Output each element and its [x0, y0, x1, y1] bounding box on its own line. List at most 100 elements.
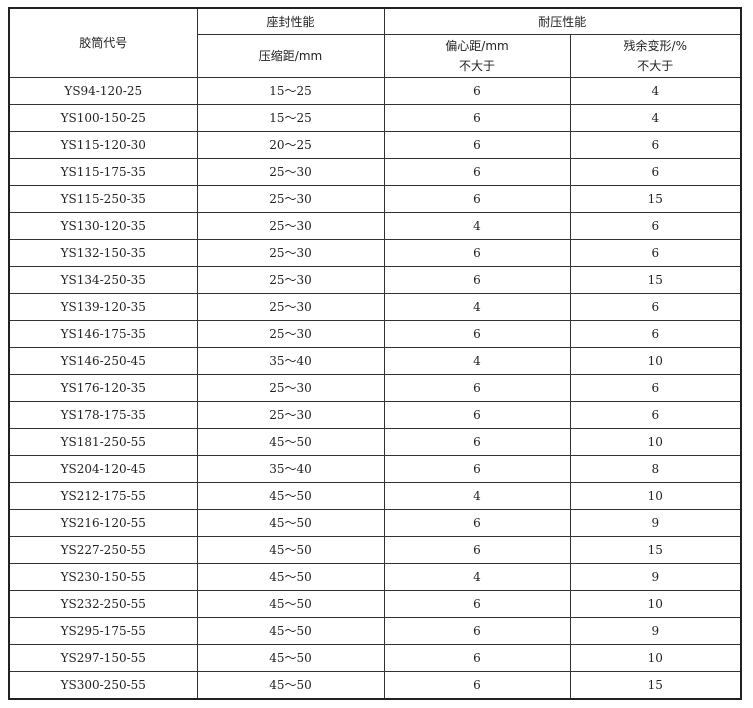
cell-residual: 10 [569, 481, 742, 510]
table-row: YS132-150-35 25～30 6 6 [8, 238, 742, 267]
cell-eccentric: 6 [383, 589, 571, 618]
cell-residual: 6 [569, 292, 742, 321]
residual-label: 残余变形/% [623, 38, 687, 53]
cell-compression: 45～50 [196, 427, 385, 456]
rubber-cylinder-spec-table: 胶筒代号 座封性能 耐压性能 压缩距/mm 偏心距/mm 不大于 残余变形/% 不大… [8, 7, 743, 700]
table-row: YS204-120-45 35～40 6 8 [8, 454, 742, 483]
cell-residual: 15 [569, 184, 742, 213]
cell-eccentric: 6 [383, 427, 571, 456]
table-row: YS216-120-55 45～50 6 9 [8, 508, 742, 537]
cell-code: YS212-175-55 [8, 481, 198, 510]
cell-compression: 45～50 [196, 670, 385, 699]
cell-code: YS115-250-35 [8, 184, 198, 213]
cell-code: YS295-175-55 [8, 616, 198, 645]
table-row: YS146-175-35 25～30 6 6 [8, 319, 742, 348]
cell-compression: 45～50 [196, 481, 385, 510]
table-row: YS130-120-35 25～30 4 6 [8, 211, 742, 240]
table-row: YS300-250-55 45～50 6 15 [8, 670, 742, 699]
table-row: YS295-175-55 45～50 6 9 [8, 616, 742, 645]
table-row: YS146-250-45 35～40 4 10 [8, 346, 742, 375]
cell-code: YS178-175-35 [8, 400, 198, 429]
cell-code: YS94-120-25 [8, 76, 198, 105]
cell-compression: 25～30 [196, 157, 385, 186]
cell-compression: 15～25 [196, 103, 385, 132]
cell-residual: 6 [569, 157, 742, 186]
compression-label: 压缩距/mm [258, 48, 323, 63]
cell-residual: 4 [569, 103, 742, 132]
cell-compression: 25～30 [196, 265, 385, 294]
cell-code: YS297-150-55 [8, 643, 198, 672]
header-seal-group: 座封性能 [196, 7, 385, 35]
cell-eccentric: 6 [383, 373, 571, 402]
cell-code: YS100-150-25 [8, 103, 198, 132]
cell-code: YS232-250-55 [8, 589, 198, 618]
cell-compression: 25～30 [196, 184, 385, 213]
table-row: YS297-150-55 45～50 6 10 [8, 643, 742, 672]
cell-eccentric: 4 [383, 562, 571, 591]
cell-compression: 35～40 [196, 454, 385, 483]
cell-eccentric: 4 [383, 346, 571, 375]
cell-compression: 45～50 [196, 589, 385, 618]
cell-residual: 10 [569, 589, 742, 618]
cell-compression: 45～50 [196, 562, 385, 591]
table-row: YS100-150-25 15～25 6 4 [8, 103, 742, 132]
eccentric-note: 不大于 [458, 58, 495, 73]
residual-note: 不大于 [637, 58, 674, 73]
cell-eccentric: 6 [383, 130, 571, 159]
cell-eccentric: 6 [383, 616, 571, 645]
cell-compression: 25～30 [196, 373, 385, 402]
cell-residual: 6 [569, 211, 742, 240]
table-row: YS115-120-30 20～25 6 6 [8, 130, 742, 159]
cell-code: YS115-175-35 [8, 157, 198, 186]
cell-eccentric: 6 [383, 319, 571, 348]
cell-eccentric: 6 [383, 184, 571, 213]
cell-eccentric: 6 [383, 265, 571, 294]
cell-eccentric: 6 [383, 535, 571, 564]
cell-compression: 35～40 [196, 346, 385, 375]
cell-residual: 6 [569, 130, 742, 159]
cell-residual: 15 [569, 670, 742, 699]
cell-compression: 45～50 [196, 616, 385, 645]
cell-eccentric: 4 [383, 211, 571, 240]
cell-code: YS204-120-45 [8, 454, 198, 483]
cell-residual: 8 [569, 454, 742, 483]
cell-compression: 25～30 [196, 292, 385, 321]
cell-residual: 6 [569, 373, 742, 402]
header-residual: 残余变形/% 不大于 [569, 33, 742, 78]
cell-code: YS227-250-55 [8, 535, 198, 564]
table-row: YS176-120-35 25～30 6 6 [8, 373, 742, 402]
cell-code: YS134-250-35 [8, 265, 198, 294]
cell-residual: 9 [569, 508, 742, 537]
table-row: YS115-175-35 25～30 6 6 [8, 157, 742, 186]
cell-code: YS300-250-55 [8, 670, 198, 699]
cell-eccentric: 6 [383, 157, 571, 186]
table-row: YS212-175-55 45～50 4 10 [8, 481, 742, 510]
cell-eccentric: 6 [383, 76, 571, 105]
cell-code: YS176-120-35 [8, 373, 198, 402]
cell-residual: 15 [569, 265, 742, 294]
cell-residual: 9 [569, 616, 742, 645]
header-code: 胶筒代号 [8, 7, 198, 78]
cell-compression: 45～50 [196, 535, 385, 564]
cell-residual: 6 [569, 400, 742, 429]
table-row: YS230-150-55 45～50 4 9 [8, 562, 742, 591]
cell-compression: 20～25 [196, 130, 385, 159]
cell-eccentric: 6 [383, 508, 571, 537]
header-compression: 压缩距/mm [196, 33, 385, 78]
table-row: YS178-175-35 25～30 6 6 [8, 400, 742, 429]
cell-code: YS146-250-45 [8, 346, 198, 375]
cell-code: YS146-175-35 [8, 319, 198, 348]
table-row: YS139-120-35 25～30 4 6 [8, 292, 742, 321]
cell-code: YS139-120-35 [8, 292, 198, 321]
cell-eccentric: 4 [383, 292, 571, 321]
cell-residual: 10 [569, 427, 742, 456]
cell-code: YS115-120-30 [8, 130, 198, 159]
cell-residual: 6 [569, 238, 742, 267]
cell-compression: 25～30 [196, 400, 385, 429]
header-pressure-group: 耐压性能 [383, 7, 742, 35]
table-body: YS94-120-25 15～25 6 4 YS100-150-25 15～25 6 4 YS1… [8, 76, 742, 699]
cell-compression: 15～25 [196, 76, 385, 105]
table-row: YS94-120-25 15～25 6 4 [8, 76, 742, 105]
cell-code: YS230-150-55 [8, 562, 198, 591]
cell-eccentric: 6 [383, 670, 571, 699]
